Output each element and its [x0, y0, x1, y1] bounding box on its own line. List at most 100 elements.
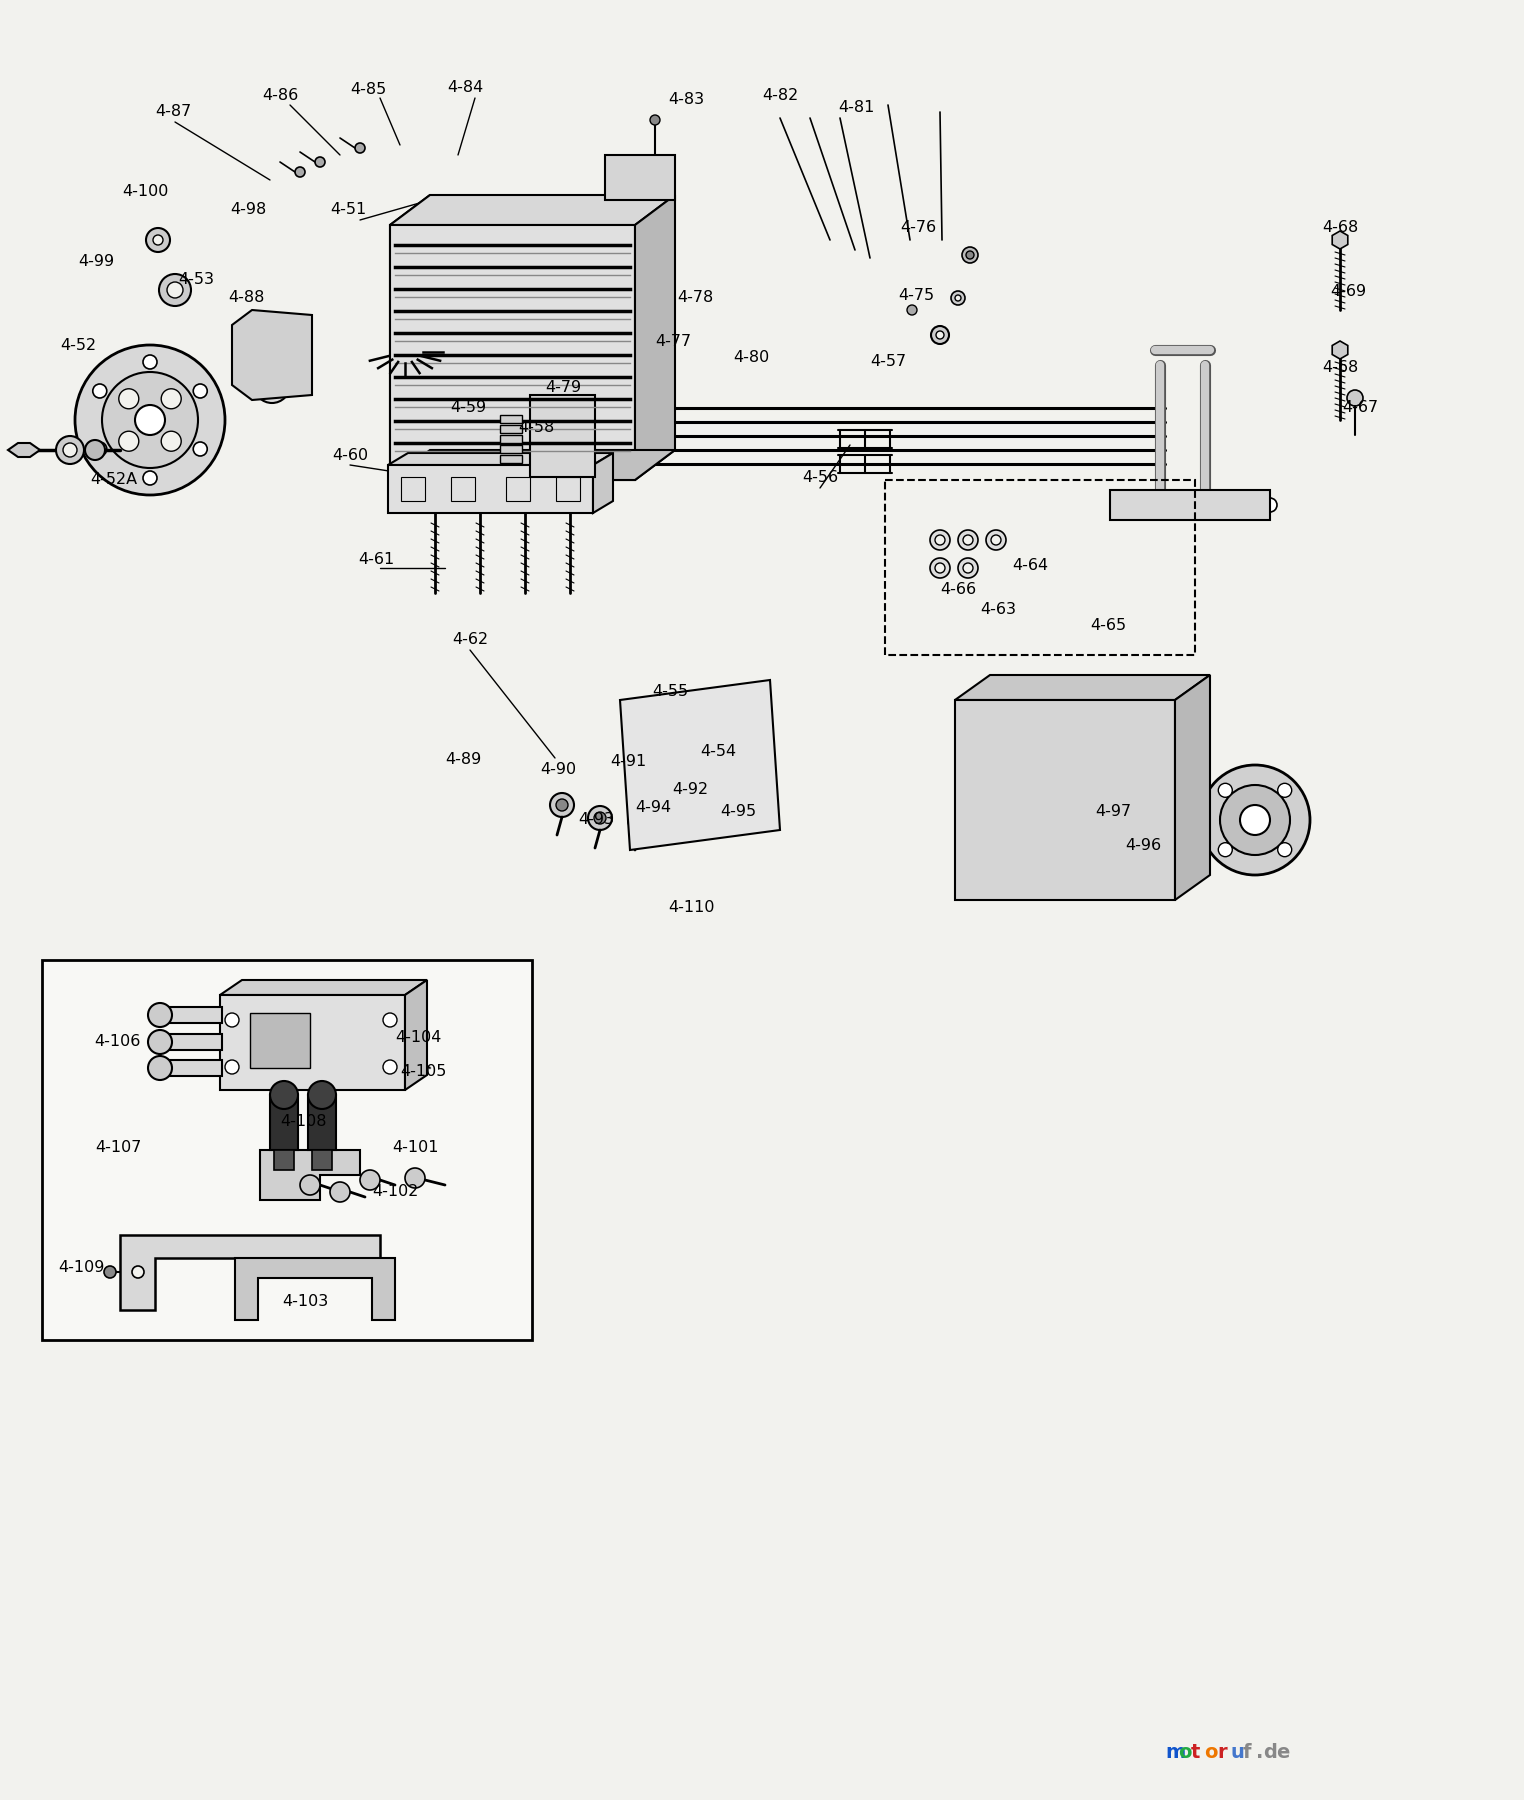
Bar	[500, 436, 523, 443]
Bar	[885, 481, 1195, 655]
Bar	[250, 1013, 309, 1067]
Text: 4-83: 4-83	[668, 92, 704, 108]
Text: 4-86: 4-86	[262, 88, 299, 103]
Text: 4-68: 4-68	[1321, 221, 1358, 236]
Circle shape	[290, 378, 303, 392]
Circle shape	[104, 1265, 116, 1278]
Circle shape	[56, 436, 84, 464]
Circle shape	[1263, 499, 1277, 511]
Circle shape	[226, 1060, 239, 1075]
Text: 4-54: 4-54	[700, 745, 736, 760]
Circle shape	[405, 1168, 425, 1188]
Circle shape	[1017, 837, 1053, 873]
Text: 4-64: 4-64	[1012, 558, 1049, 572]
Text: 4-77: 4-77	[655, 335, 690, 349]
Circle shape	[1233, 499, 1247, 511]
Circle shape	[511, 481, 526, 497]
Circle shape	[331, 1183, 351, 1202]
Text: 4-57: 4-57	[870, 355, 907, 369]
Text: 4-105: 4-105	[399, 1064, 447, 1080]
Text: 4-96: 4-96	[1125, 837, 1161, 853]
Text: 4-76: 4-76	[901, 221, 936, 236]
Text: r: r	[1218, 1742, 1227, 1762]
Polygon shape	[261, 1150, 360, 1201]
Circle shape	[907, 304, 917, 315]
Text: 4-88: 4-88	[229, 290, 264, 306]
Text: 4-66: 4-66	[940, 583, 977, 598]
Text: 4-56: 4-56	[802, 470, 838, 486]
Text: 4-67: 4-67	[1343, 401, 1378, 416]
Circle shape	[146, 229, 171, 252]
Text: 4-90: 4-90	[539, 763, 576, 778]
Circle shape	[994, 743, 1027, 778]
Circle shape	[93, 443, 107, 455]
Bar	[605, 155, 675, 200]
Polygon shape	[620, 680, 780, 850]
Polygon shape	[636, 194, 675, 481]
Bar	[312, 1150, 332, 1170]
Circle shape	[1277, 842, 1292, 857]
Bar	[556, 477, 581, 500]
Circle shape	[93, 383, 107, 398]
Text: 4-106: 4-106	[94, 1035, 140, 1049]
Circle shape	[300, 1175, 320, 1195]
Text: 4-89: 4-89	[445, 752, 482, 767]
Circle shape	[966, 250, 974, 259]
Text: 4-97: 4-97	[1096, 805, 1131, 819]
Circle shape	[270, 1082, 299, 1109]
Circle shape	[962, 247, 978, 263]
Polygon shape	[405, 979, 427, 1091]
Text: t: t	[1190, 1742, 1201, 1762]
Circle shape	[931, 326, 949, 344]
Polygon shape	[235, 1258, 395, 1319]
Circle shape	[143, 355, 157, 369]
Text: 4-98: 4-98	[230, 203, 267, 218]
Circle shape	[360, 1170, 379, 1190]
Circle shape	[119, 389, 139, 409]
Text: 4-79: 4-79	[546, 380, 581, 396]
Text: 4-107: 4-107	[94, 1141, 142, 1156]
Circle shape	[600, 378, 620, 398]
Text: 4-69: 4-69	[1330, 284, 1366, 299]
Text: 4-101: 4-101	[392, 1141, 439, 1156]
Circle shape	[85, 439, 105, 461]
Text: 4-108: 4-108	[280, 1114, 326, 1130]
Circle shape	[148, 1003, 172, 1028]
Text: 4-92: 4-92	[672, 783, 709, 797]
Bar	[270, 1094, 299, 1150]
Text: 4-52: 4-52	[59, 338, 96, 353]
Circle shape	[255, 367, 290, 403]
Bar	[308, 1094, 335, 1150]
Circle shape	[959, 529, 978, 551]
Bar	[500, 425, 523, 434]
Bar	[451, 477, 475, 500]
Circle shape	[1277, 783, 1292, 797]
Circle shape	[936, 563, 945, 572]
Circle shape	[1221, 785, 1289, 855]
Text: u: u	[1230, 1742, 1244, 1762]
Polygon shape	[232, 310, 312, 400]
Bar	[43, 959, 532, 1339]
Text: 4-78: 4-78	[677, 290, 713, 306]
Bar	[160, 1033, 223, 1049]
Bar	[506, 477, 530, 500]
Circle shape	[143, 472, 157, 484]
Text: o: o	[1204, 1742, 1218, 1762]
Text: m: m	[1164, 1742, 1186, 1762]
Circle shape	[239, 322, 255, 337]
Polygon shape	[1175, 675, 1210, 900]
Circle shape	[1026, 844, 1045, 866]
Text: .: .	[1256, 1742, 1263, 1762]
Circle shape	[556, 799, 568, 812]
Circle shape	[168, 283, 183, 299]
Text: 4-95: 4-95	[719, 805, 756, 819]
Bar	[530, 394, 594, 477]
Bar	[1109, 490, 1269, 520]
Circle shape	[355, 142, 366, 153]
Circle shape	[1064, 797, 1106, 842]
Text: o: o	[1178, 1742, 1192, 1762]
Text: 4-85: 4-85	[351, 83, 386, 97]
Text: 4-53: 4-53	[178, 272, 213, 288]
Text: f: f	[1244, 1742, 1251, 1762]
Bar	[500, 445, 523, 454]
